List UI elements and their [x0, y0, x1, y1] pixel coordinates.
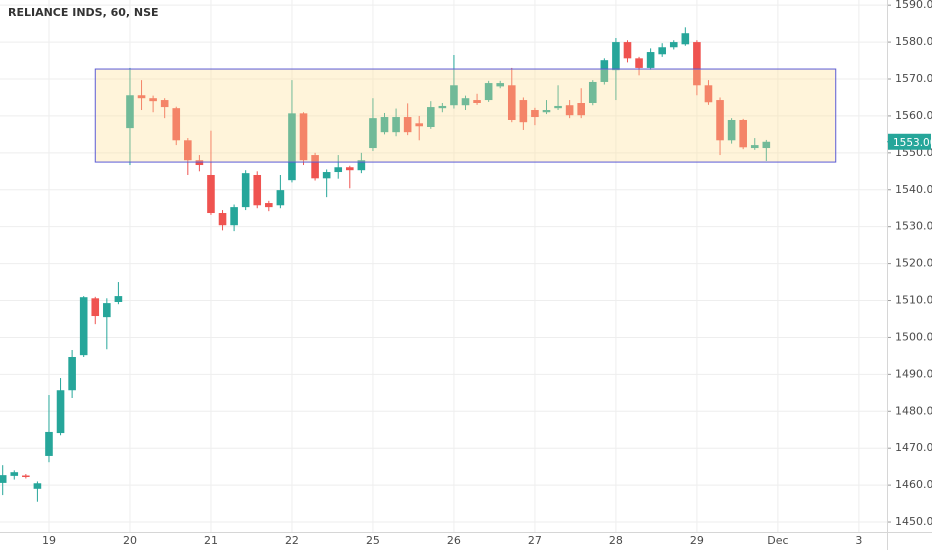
candle-body [369, 118, 377, 149]
candle-body [669, 42, 678, 48]
candle-body [484, 83, 493, 101]
candle-body [577, 103, 585, 116]
range-box [94, 68, 837, 163]
candle-body [704, 85, 713, 103]
candle-body [91, 298, 100, 317]
candle-body [195, 160, 204, 166]
x-tick-label: 3 [855, 534, 862, 547]
candle-body [253, 174, 262, 206]
candle-body [392, 117, 400, 133]
candle-body [33, 483, 42, 489]
x-tick-label: Dec [767, 534, 788, 547]
y-tick-label: 1560.00 [895, 109, 932, 122]
candle-body [126, 95, 134, 129]
candle-body [750, 145, 759, 149]
candle-body [299, 113, 308, 161]
candle-body [22, 475, 30, 477]
chart-title: RELIANCE INDS, 60, NSE [8, 6, 159, 19]
candle-body [542, 110, 551, 113]
candle-body [426, 107, 435, 128]
candle-body [334, 167, 343, 173]
candle-body [727, 119, 736, 141]
candle-body [415, 123, 424, 127]
candle-body [461, 98, 470, 106]
y-tick-label: 1500.00 [895, 330, 932, 343]
y-tick-label: 1520.00 [895, 257, 932, 270]
candle-body [635, 58, 643, 68]
y-tick-label: 1570.00 [895, 72, 932, 85]
x-tick-label: 22 [285, 534, 299, 547]
candle-body [276, 190, 285, 206]
x-tick-label: 25 [366, 534, 380, 547]
candle-body [519, 100, 528, 123]
x-tick-label: 27 [528, 534, 542, 547]
candle-body [438, 105, 447, 109]
y-tick-label: 1510.00 [895, 294, 932, 307]
candle-body [565, 105, 574, 116]
candle-body [450, 85, 458, 106]
candle-body [218, 213, 227, 226]
y-tick-label: 1480.00 [895, 404, 932, 417]
candle-body [265, 203, 273, 208]
candle-body [207, 174, 215, 214]
candle-body [288, 113, 296, 181]
candle-body [241, 173, 250, 208]
candle-body [149, 98, 157, 102]
last-price-label: 1553.00 [893, 137, 932, 149]
candle-body [716, 100, 724, 141]
last-price-badge [888, 133, 931, 150]
candle-body [230, 207, 238, 226]
candle-body [137, 95, 146, 99]
y-tick-label: 1460.00 [895, 478, 932, 491]
y-tick-label: 1470.00 [895, 441, 932, 454]
candle-body [646, 52, 655, 68]
candle-body [612, 42, 620, 71]
x-tick-label: 26 [447, 534, 461, 547]
x-tick-label: 20 [123, 534, 137, 547]
candle-body [79, 297, 88, 356]
candle-body [172, 108, 181, 141]
candle-body [762, 141, 771, 149]
candle-body [658, 47, 666, 55]
y-tick-label: 1580.00 [895, 35, 932, 48]
candle-body [600, 60, 609, 82]
x-tick-label: 19 [42, 534, 56, 547]
candle-body [554, 105, 562, 109]
candle-body [311, 155, 319, 179]
y-tick-label: 1530.00 [895, 220, 932, 233]
candle-body [531, 110, 539, 118]
candle-body [693, 42, 701, 86]
x-tick-label: 28 [609, 534, 623, 547]
candle-body [0, 475, 7, 483]
candle-body [56, 390, 65, 434]
candle-body [68, 357, 76, 391]
y-tick-label: 1450.00 [895, 515, 932, 528]
candle-body [403, 117, 412, 133]
candle-body [507, 85, 516, 120]
candle-body [346, 167, 354, 171]
candle-body [623, 42, 632, 59]
y-tick-label: 1590.00 [895, 0, 932, 11]
candle-body [380, 117, 389, 133]
candle-body [114, 296, 123, 302]
candle-body [184, 140, 192, 161]
y-tick-label: 1490.00 [895, 367, 932, 380]
x-tick-label: 21 [204, 534, 218, 547]
y-tick-label: 1540.00 [895, 183, 932, 196]
candle-body [45, 431, 53, 456]
candle-body [160, 100, 169, 108]
candle-body [10, 472, 19, 476]
candle-body [103, 303, 111, 318]
candle-body [681, 33, 690, 45]
candle-body [357, 160, 366, 171]
candle-body [496, 83, 505, 87]
x-tick-label: 29 [690, 534, 704, 547]
candle-body [322, 172, 331, 179]
candle-body [588, 81, 597, 104]
candle-body [739, 119, 747, 148]
candle-body [473, 100, 481, 104]
